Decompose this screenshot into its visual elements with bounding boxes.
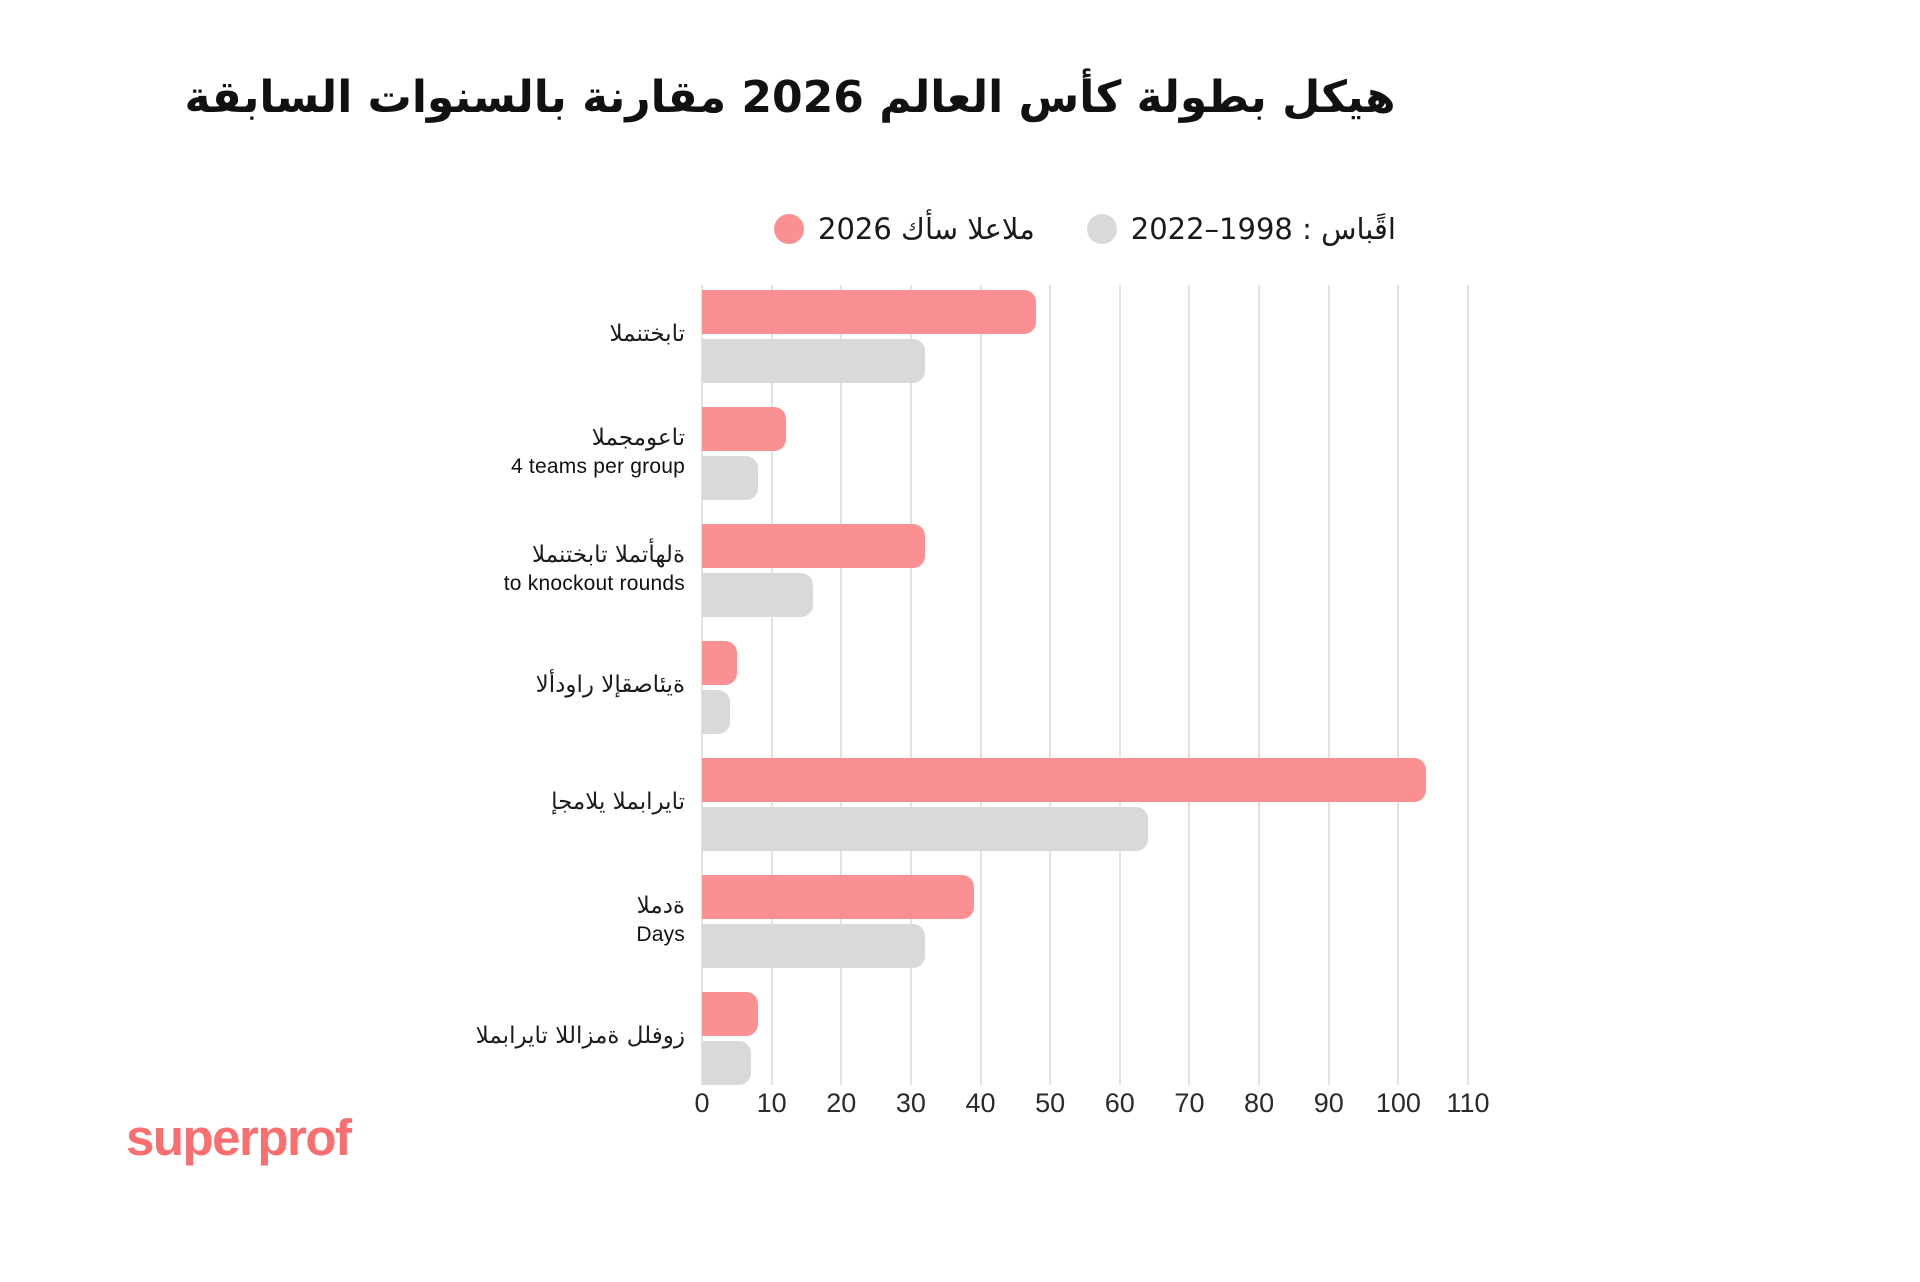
x-tick-label-10: 10 xyxy=(756,1088,787,1118)
x-tick-label-20: 20 xyxy=(826,1088,857,1118)
title-year: 2026 xyxy=(741,72,864,123)
gridline-10 xyxy=(770,285,773,1085)
plot-area: 0 10 20 30 40 50 60 70 80 90 100 110 xyxy=(694,285,1490,1118)
chart-title: هيكل بطولة كأس العالم 2026 مقارنة بالسنو… xyxy=(0,68,1580,127)
legend: 2026 كأس العالم 2022–1998 : سابقًا xyxy=(690,212,1480,246)
x-tick-label-70: 70 xyxy=(1174,1088,1205,1118)
legend-swatch-2026-icon xyxy=(774,214,805,244)
x-tick-label-90: 90 xyxy=(1313,1088,1344,1118)
bar-previous-row-3 xyxy=(702,573,814,617)
bar-2026-row-7 xyxy=(702,992,758,1036)
category-label-row-1: المنتخبات xyxy=(140,285,685,383)
gridline-20 xyxy=(840,285,843,1085)
x-tick-label-80: 80 xyxy=(1244,1088,1275,1118)
legend-item-2026: 2026 كأس العالم xyxy=(774,212,1035,246)
bar-previous-row-6 xyxy=(702,924,925,968)
bar-previous-row-7 xyxy=(702,1041,751,1085)
category-label-row-2: المجموعات 4 teams per group xyxy=(140,402,685,500)
title-text-pre: هيكل بطولة كأس العالم xyxy=(879,72,1396,123)
category-label-row-3: المنتخبات المتأهلة to knockout rounds xyxy=(140,519,685,617)
gridline-0 xyxy=(701,285,703,1085)
bar-previous-row-1 xyxy=(702,339,925,383)
category-sublabel-english: Days xyxy=(636,922,685,946)
category-label-row-7: المباريات اللازمة للفوز xyxy=(140,987,685,1085)
category-label-arabic: المدة xyxy=(636,892,685,919)
gridline-90 xyxy=(1327,285,1330,1085)
x-tick-label-100: 100 xyxy=(1375,1088,1421,1118)
gridline-80 xyxy=(1258,285,1261,1085)
gridline-110 xyxy=(1467,285,1469,1085)
bar-2026-row-1 xyxy=(702,290,1037,334)
category-label-row-4: الأدوار الإقصائية xyxy=(140,636,685,734)
category-label-row-5: إجمالي المباريات xyxy=(140,753,685,851)
legend-swatch-previous-icon xyxy=(1086,214,1117,244)
gridline-100 xyxy=(1397,285,1400,1085)
bar-2026-row-2 xyxy=(702,407,786,451)
legend-label-previous: 2022–1998 : سابقًا xyxy=(1130,212,1396,246)
category-sublabel-english: 4 teams per group xyxy=(510,454,685,478)
x-tick-label-0: 0 xyxy=(694,1088,710,1118)
x-tick-label-40: 40 xyxy=(965,1088,996,1118)
category-label-arabic: المجموعات xyxy=(591,424,685,451)
category-label-arabic: المباريات اللازمة للفوز xyxy=(475,1022,685,1049)
gridline-60 xyxy=(1118,285,1121,1085)
category-label-row-6: المدة Days xyxy=(140,870,685,968)
category-labels: المنتخبات المجموعات 4 teams per group المنت… xyxy=(140,0,685,1282)
bar-2026-row-4 xyxy=(702,641,737,685)
category-label-arabic: المنتخبات xyxy=(609,320,685,347)
bar-2026-row-3 xyxy=(702,524,925,568)
gridline-70 xyxy=(1188,285,1191,1085)
gridline-30 xyxy=(909,285,912,1085)
x-tick-label-110: 110 xyxy=(1446,1088,1490,1118)
x-tick-label-60: 60 xyxy=(1104,1088,1135,1118)
bar-2026-row-5 xyxy=(702,758,1427,802)
gridline-40 xyxy=(979,285,982,1085)
category-label-arabic: إجمالي المباريات xyxy=(551,788,685,815)
x-tick-label-30: 30 xyxy=(895,1088,926,1118)
category-label-arabic: المنتخبات المتأهلة xyxy=(532,541,685,568)
bar-previous-row-2 xyxy=(702,456,758,500)
x-tick-label-50: 50 xyxy=(1035,1088,1066,1118)
gridline-50 xyxy=(1049,285,1052,1085)
category-label-arabic: الأدوار الإقصائية xyxy=(535,671,685,698)
category-sublabel-english: to knockout rounds xyxy=(503,571,685,595)
legend-label-2026: 2026 كأس العالم xyxy=(818,212,1035,246)
bar-2026-row-6 xyxy=(702,875,974,919)
bar-previous-row-5 xyxy=(702,807,1148,851)
title-text-post: مقارنة بالسنوات السابقة xyxy=(184,72,727,123)
bar-previous-row-4 xyxy=(702,690,730,734)
superprof-logo: superprof xyxy=(126,1109,352,1166)
legend-item-previous: 2022–1998 : سابقًا xyxy=(1086,212,1396,246)
